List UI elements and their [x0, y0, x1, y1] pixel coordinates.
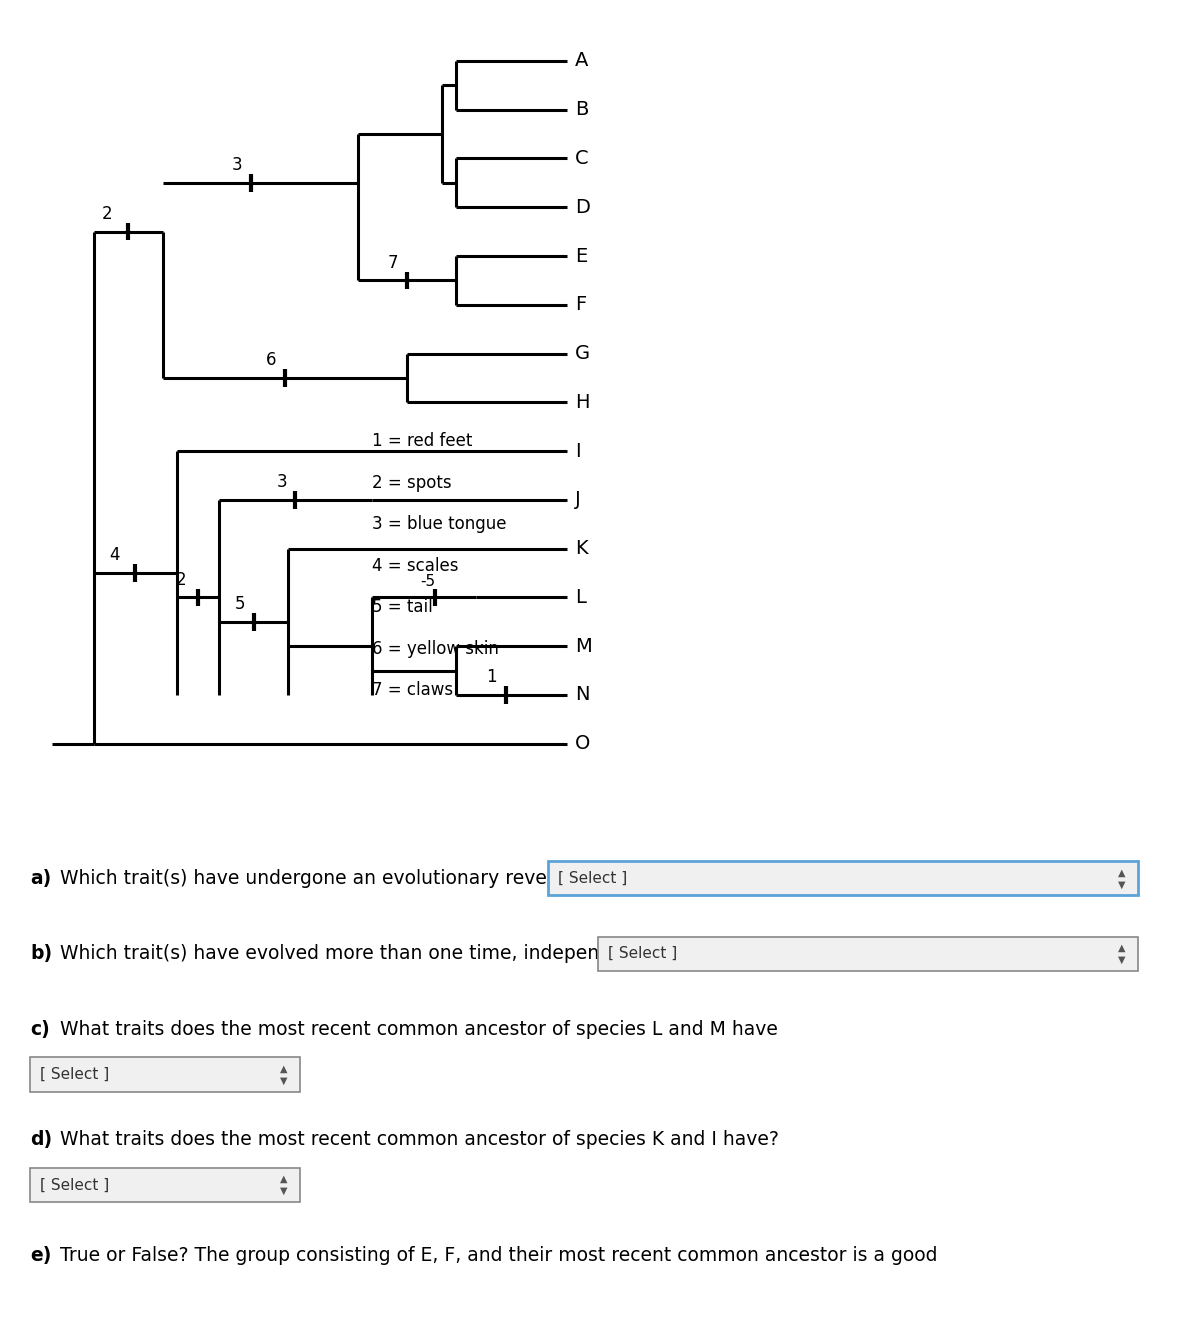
FancyBboxPatch shape: [30, 1057, 300, 1092]
Text: [ Select ]: [ Select ]: [608, 947, 677, 961]
Text: C: C: [575, 149, 589, 168]
Text: [ Select ]: [ Select ]: [40, 1177, 109, 1192]
Text: 5: 5: [234, 595, 245, 613]
FancyBboxPatch shape: [30, 1168, 300, 1202]
Text: [ Select ]: [ Select ]: [558, 870, 628, 886]
Text: 1 = red feet: 1 = red feet: [372, 432, 473, 451]
Text: B: B: [575, 101, 589, 119]
Text: d): d): [30, 1130, 52, 1149]
Text: ▼: ▼: [281, 1075, 288, 1085]
Text: O: O: [575, 734, 590, 754]
Text: 6 = yellow skin: 6 = yellow skin: [372, 640, 499, 657]
Text: -5: -5: [420, 574, 436, 589]
Text: 5 = tail: 5 = tail: [372, 598, 433, 616]
Text: ▲: ▲: [281, 1175, 288, 1184]
Text: 1: 1: [486, 668, 497, 687]
Text: 7 = claws: 7 = claws: [372, 681, 454, 699]
Text: ▼: ▼: [1118, 880, 1126, 889]
Text: ▼: ▼: [281, 1187, 288, 1196]
Text: ▲: ▲: [1118, 943, 1126, 952]
Text: 3: 3: [232, 156, 242, 174]
Text: True or False? The group consisting of E, F, and their most recent common ancest: True or False? The group consisting of E…: [60, 1246, 937, 1265]
Text: 4: 4: [109, 546, 120, 565]
Text: c): c): [30, 1019, 49, 1039]
Text: 3: 3: [276, 473, 287, 491]
Text: Which trait(s) have evolved more than one time, independently?: Which trait(s) have evolved more than on…: [60, 944, 668, 963]
FancyBboxPatch shape: [548, 861, 1138, 896]
Text: G: G: [575, 345, 590, 363]
Text: A: A: [575, 51, 589, 71]
Text: E: E: [575, 247, 588, 266]
Text: 3 = blue tongue: 3 = blue tongue: [372, 515, 506, 534]
Text: N: N: [575, 685, 589, 704]
Text: D: D: [575, 197, 590, 217]
Text: b): b): [30, 944, 52, 963]
Text: [ Select ]: [ Select ]: [40, 1067, 109, 1082]
Text: a): a): [30, 869, 52, 888]
Text: Which trait(s) have undergone an evolutionary reversal?: Which trait(s) have undergone an evoluti…: [60, 869, 592, 888]
Text: 7: 7: [388, 253, 398, 272]
Text: I: I: [575, 441, 581, 460]
Text: K: K: [575, 539, 588, 558]
Text: ▲: ▲: [281, 1063, 288, 1073]
Text: F: F: [575, 295, 587, 314]
Text: 4 = scales: 4 = scales: [372, 557, 458, 575]
Text: M: M: [575, 637, 592, 656]
FancyBboxPatch shape: [598, 937, 1138, 971]
Text: ▼: ▼: [1118, 955, 1126, 964]
Text: ▲: ▲: [1118, 868, 1126, 877]
Text: J: J: [575, 491, 581, 510]
Text: 2: 2: [102, 205, 113, 223]
Text: 6: 6: [266, 351, 276, 369]
Text: H: H: [575, 393, 589, 412]
Text: 2 = spots: 2 = spots: [372, 473, 451, 492]
Text: L: L: [575, 587, 586, 607]
Text: What traits does the most recent common ancestor of species K and I have?: What traits does the most recent common …: [60, 1130, 779, 1149]
Text: 2: 2: [175, 570, 186, 589]
Text: What traits does the most recent common ancestor of species L and M have: What traits does the most recent common …: [60, 1019, 778, 1039]
Text: e): e): [30, 1246, 52, 1265]
